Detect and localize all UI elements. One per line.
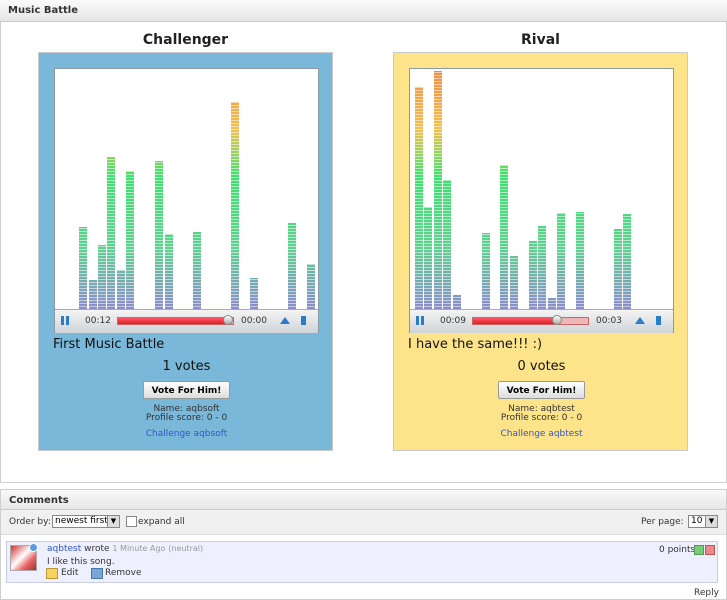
- pause-button[interactable]: [61, 316, 64, 325]
- progress-track[interactable]: [117, 317, 234, 325]
- spectrum-bar: [288, 223, 296, 309]
- music-player: 00:09 00:03: [409, 68, 674, 333]
- remove-link[interactable]: Remove: [105, 568, 142, 578]
- progress-track[interactable]: [472, 317, 589, 325]
- elapsed-time: 00:09: [440, 316, 466, 326]
- vote-count: 1 votes: [162, 359, 211, 374]
- spectrum-bar: [250, 278, 258, 309]
- online-indicator: [29, 543, 38, 552]
- music-player: 00:12 00:00: [54, 68, 319, 333]
- remove-icon: [91, 568, 103, 579]
- spectrum-bar: [155, 161, 163, 309]
- remaining-time: 00:00: [241, 316, 267, 326]
- elapsed-time: 00:12: [85, 316, 111, 326]
- vote-button[interactable]: Vote For Him!: [143, 381, 230, 399]
- spectrum-bar: [98, 245, 106, 309]
- challenge-link[interactable]: Challenge aqbtest: [500, 429, 583, 439]
- order-select[interactable]: newest first ▼: [52, 515, 120, 528]
- spectrum-bar: [434, 71, 442, 309]
- progress-knob[interactable]: [552, 315, 563, 325]
- player-controls: 00:09 00:03: [410, 309, 673, 333]
- expand-label: expand all: [138, 517, 185, 527]
- pause-button[interactable]: [416, 316, 419, 325]
- dropdown-arrow: ▼: [107, 516, 119, 527]
- spectrum-bar: [89, 280, 97, 309]
- vote-down[interactable]: [705, 545, 715, 555]
- spectrum-bar: [165, 234, 173, 309]
- spectrum-bar: [548, 298, 556, 309]
- remaining-time: 00:03: [596, 316, 622, 326]
- comment-meta: aqbtest wrote 1 Minute Ago (neutral): [47, 544, 203, 554]
- comments-toolbar: [1, 510, 726, 535]
- comment-verb: wrote: [84, 544, 110, 554]
- comment-mood: (neutral): [168, 544, 204, 553]
- comment-author[interactable]: aqbtest: [47, 544, 82, 554]
- spectrum-bar: [231, 102, 239, 309]
- spectrum-bar: [117, 270, 125, 309]
- vote-up[interactable]: [694, 545, 704, 555]
- spectrum-bar: [79, 227, 87, 309]
- spectrum-bar: [614, 229, 622, 309]
- visualizer: [79, 102, 315, 309]
- spectrum-bar: [557, 213, 565, 309]
- per-page-select[interactable]: 10 ▼: [688, 515, 718, 528]
- comment-text: I like this song.: [47, 557, 115, 567]
- edit-link[interactable]: Edit: [61, 568, 79, 578]
- expand-checkbox[interactable]: [126, 516, 137, 527]
- spectrum-bar: [482, 233, 490, 309]
- spectrum-bar: [538, 226, 546, 309]
- visualizer: [415, 71, 631, 309]
- progress-knob[interactable]: [223, 315, 234, 325]
- spectrum-bar: [500, 165, 508, 309]
- contestant-role: Rival: [521, 32, 560, 48]
- per-page-label: Per page:: [641, 517, 684, 527]
- spectrum-bar: [529, 241, 537, 309]
- order-value: newest first: [55, 516, 108, 526]
- spectrum-bar: [126, 171, 134, 309]
- contestant-name: Name: aqbtest: [508, 404, 575, 414]
- up-button[interactable]: [280, 317, 290, 324]
- contestant-panel: 00:09 00:03 I have the same!!! :) 0 vote…: [393, 52, 688, 451]
- per-page-value: 10: [691, 516, 703, 526]
- spectrum-bar: [576, 212, 584, 309]
- order-label: Order by:: [9, 517, 51, 527]
- spectrum-bar: [424, 207, 432, 309]
- song-title: I have the same!!! :): [408, 337, 543, 352]
- volume-button[interactable]: [656, 316, 661, 325]
- contestant-role: Challenger: [142, 32, 229, 48]
- contestant-panel: 00:12 00:00 First Music Battle 1 votes V…: [38, 52, 333, 451]
- profile-score: Profile score: 0 - 0: [145, 413, 228, 423]
- spectrum-bar: [193, 232, 201, 309]
- spectrum-bar: [415, 87, 423, 309]
- spectrum-bar: [623, 214, 631, 309]
- comments-header: Comments: [1, 490, 726, 510]
- spectrum-bar: [453, 295, 461, 309]
- section-header: Music Battle: [0, 0, 727, 22]
- progress-fill: [473, 318, 557, 324]
- spectrum-bar: [107, 157, 115, 309]
- up-button[interactable]: [635, 317, 645, 324]
- song-title: First Music Battle: [53, 337, 165, 352]
- volume-button[interactable]: [301, 316, 306, 325]
- comment-time: 1 Minute Ago: [112, 544, 166, 553]
- contestant-name: Name: aqbsoft: [153, 404, 220, 414]
- comment-points: 0 points: [659, 545, 696, 555]
- reply-link[interactable]: Reply: [694, 588, 719, 598]
- comment-box: [6, 541, 718, 583]
- comments-title: Comments: [9, 495, 69, 506]
- vote-button[interactable]: Vote For Him!: [498, 381, 585, 399]
- spectrum-bar: [443, 180, 451, 309]
- spectrum-bar: [510, 256, 518, 309]
- vote-count: 0 votes: [517, 359, 566, 374]
- profile-score: Profile score: 0 - 0: [500, 413, 583, 423]
- section-title: Music Battle: [8, 5, 78, 16]
- edit-icon: [46, 568, 58, 579]
- progress-fill: [118, 318, 228, 324]
- dropdown-arrow: ▼: [705, 516, 717, 527]
- player-controls: 00:12 00:00: [55, 309, 318, 333]
- challenge-link[interactable]: Challenge aqbsoft: [145, 429, 228, 439]
- spectrum-bar: [307, 264, 315, 309]
